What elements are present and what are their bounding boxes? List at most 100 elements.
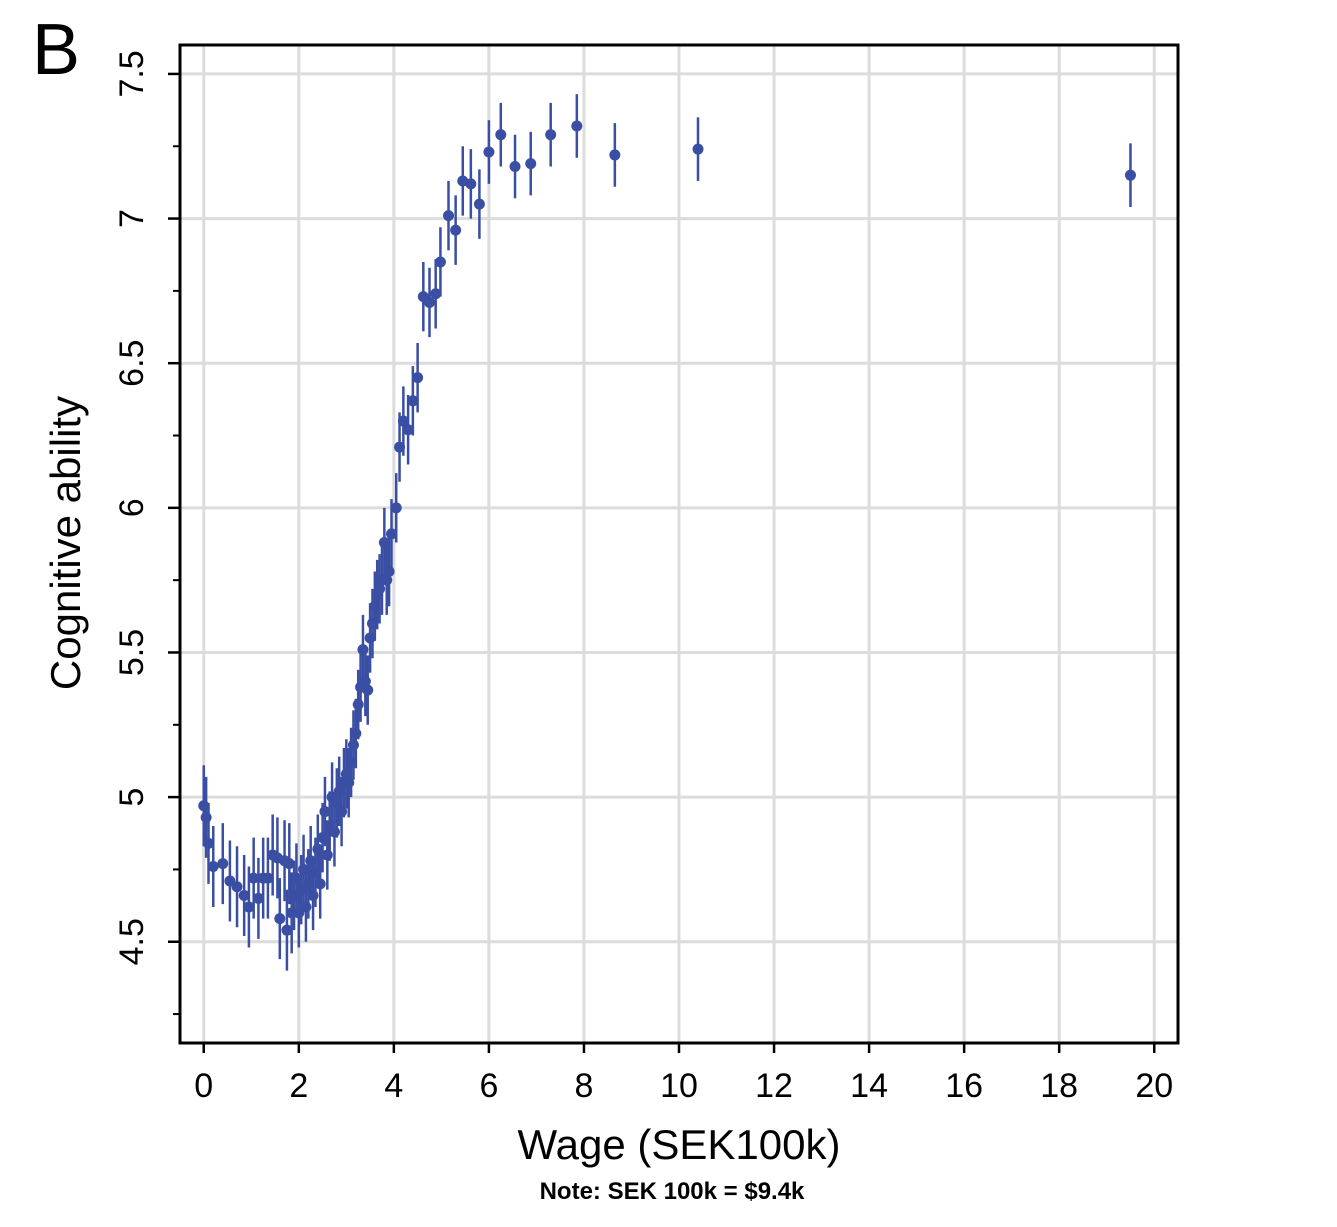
- data-point-85: [1124, 143, 1136, 207]
- x-tick-label-1: 2: [289, 1067, 308, 1105]
- point-marker-24: [298, 863, 310, 875]
- data-point-4: [217, 823, 229, 905]
- y-tick-label-0: 4.5: [113, 918, 151, 965]
- data-point-3: [207, 826, 219, 908]
- point-marker-70: [430, 288, 442, 300]
- data-point-62: [390, 473, 402, 543]
- data-point-12: [262, 837, 274, 919]
- x-tick-label-4: 8: [574, 1067, 593, 1105]
- data-point-17: [281, 889, 293, 971]
- data-point-80: [525, 131, 537, 196]
- point-marker-15: [274, 913, 286, 925]
- x-tick-label-2: 4: [384, 1067, 403, 1105]
- point-marker-47: [352, 699, 364, 711]
- data-point-84: [692, 117, 704, 181]
- data-point-9: [248, 837, 260, 919]
- x-axis-title: Wage (SEK100k): [518, 1121, 841, 1168]
- point-marker-60: [383, 565, 395, 577]
- data-point-58: [378, 507, 390, 578]
- point-marker-18: [283, 858, 295, 870]
- grid: [180, 45, 1178, 1043]
- point-marker-79: [509, 160, 521, 172]
- data-point-10: [252, 857, 264, 939]
- point-marker-9: [248, 872, 260, 884]
- data-point-5: [224, 840, 236, 922]
- point-marker-84: [692, 143, 704, 155]
- point-marker-8: [243, 901, 255, 913]
- point-marker-76: [473, 198, 485, 210]
- data-point-64: [397, 386, 409, 456]
- data-point-2: [203, 802, 215, 884]
- point-marker-10: [252, 892, 264, 904]
- point-marker-49: [357, 644, 369, 656]
- point-marker-31: [314, 878, 326, 890]
- data-point-79: [509, 134, 521, 199]
- data-point-7: [238, 854, 250, 936]
- point-marker-1: [200, 811, 212, 823]
- data-point-76: [473, 169, 485, 239]
- point-marker-71: [434, 256, 446, 268]
- data-point-70: [430, 259, 442, 329]
- y-tick-label-3: 6: [113, 498, 151, 517]
- data-point-24: [298, 834, 310, 905]
- point-marker-72: [443, 210, 455, 222]
- panel-label: B: [32, 10, 80, 90]
- point-marker-83: [609, 149, 621, 161]
- point-marker-81: [545, 129, 557, 141]
- data-point-61: [385, 499, 397, 569]
- data-point-69: [424, 267, 435, 338]
- y-axis-title: Cognitive ability: [42, 396, 89, 690]
- y-tick-label-5: 7: [113, 209, 151, 228]
- data-point-15: [274, 878, 286, 960]
- axis-ticks: 0 2 4 6 8 10 12 14 16 18 20 4.5 5 5.5 6 6.5 7 7.5: [113, 50, 1173, 1105]
- data-point-73: [450, 195, 462, 265]
- data-point-68: [417, 261, 429, 332]
- point-marker-34: [321, 849, 333, 861]
- point-marker-67: [412, 372, 424, 384]
- point-marker-45: [347, 739, 359, 751]
- data-point-60: [383, 536, 395, 607]
- point-marker-33: [319, 806, 331, 818]
- y-tick-label-6: 7.5: [113, 50, 151, 97]
- x-tick-label-0: 0: [194, 1067, 213, 1105]
- x-tick-label-3: 6: [479, 1067, 498, 1105]
- data-point-78: [495, 102, 507, 167]
- point-marker-3: [207, 861, 219, 873]
- point-marker-17: [281, 924, 293, 936]
- point-marker-62: [390, 502, 402, 514]
- data-point-6: [231, 846, 243, 928]
- data-point-33: [319, 776, 331, 847]
- data-point-83: [609, 123, 621, 187]
- data-point-67: [412, 342, 424, 413]
- x-tick-label-10: 20: [1135, 1067, 1173, 1105]
- point-marker-58: [378, 537, 390, 549]
- data-point-82: [571, 94, 583, 158]
- currency-note: Note: SEK 100k = $9.4k: [540, 1178, 805, 1205]
- point-marker-73: [450, 224, 462, 236]
- point-marker-75: [465, 178, 477, 190]
- point-marker-78: [495, 129, 507, 141]
- point-marker-80: [525, 158, 537, 170]
- point-marker-4: [217, 858, 229, 870]
- point-marker-6: [231, 881, 243, 893]
- point-marker-69: [424, 296, 435, 308]
- data-points: [198, 94, 1136, 971]
- data-point-51: [362, 655, 374, 725]
- point-marker-77: [483, 146, 495, 158]
- x-tick-label-5: 10: [660, 1067, 698, 1105]
- x-tick-label-6: 12: [755, 1067, 793, 1105]
- point-marker-46: [350, 727, 362, 739]
- data-point-31: [314, 849, 326, 919]
- data-point-71: [434, 227, 446, 297]
- x-tick-label-9: 18: [1040, 1067, 1078, 1105]
- data-point-81: [545, 102, 557, 167]
- x-tick-label-7: 14: [850, 1067, 888, 1105]
- data-point-72: [443, 180, 455, 251]
- point-marker-37: [328, 826, 340, 838]
- x-tick-label-8: 16: [945, 1067, 983, 1105]
- data-point-75: [465, 149, 477, 219]
- point-marker-61: [385, 528, 397, 540]
- y-tick-label-4: 6.5: [113, 340, 151, 387]
- point-marker-82: [571, 120, 583, 132]
